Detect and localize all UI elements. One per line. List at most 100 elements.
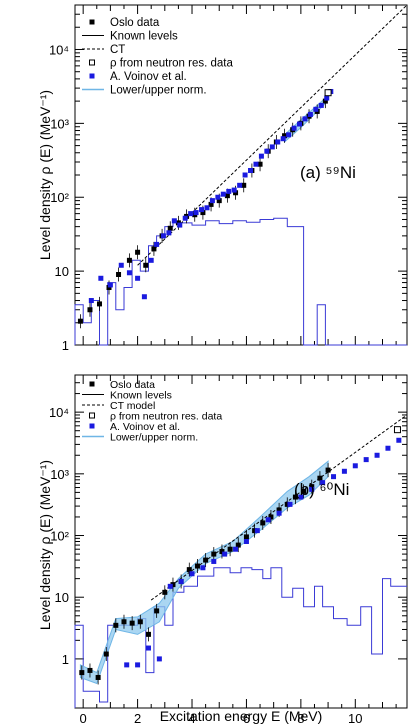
x-tick-label: 8 <box>297 711 304 726</box>
x-tick-label: 0 <box>80 711 87 726</box>
y-tick-label: 10² <box>50 190 69 205</box>
legend-label: Oslo data <box>110 17 160 29</box>
voinov-data-point <box>297 121 303 127</box>
x-axis-label: Excitation energy E (MeV) <box>160 708 323 724</box>
voinov-data-point <box>215 194 221 200</box>
legend-label: Known levels <box>110 31 178 43</box>
oslo-data-point <box>241 182 247 188</box>
ct-model-line <box>137 4 408 266</box>
legend-label: Known levels <box>110 390 172 402</box>
x-tick-label: 4 <box>188 711 195 726</box>
voinov-data-point <box>313 106 319 112</box>
voinov-data-point <box>269 144 275 150</box>
oslo-data-point <box>268 514 274 520</box>
oslo-data-point <box>276 507 282 513</box>
voinov-data-point <box>226 188 232 194</box>
y-tick-label: 10⁴ <box>49 405 69 420</box>
y-tick-label: 10² <box>50 529 69 544</box>
voinov-data-point <box>200 565 206 571</box>
legend-label: Oslo data <box>110 379 155 391</box>
oslo-data-point <box>95 674 101 680</box>
voinov-data-point <box>135 275 141 281</box>
voinov-data-point <box>204 205 210 211</box>
x-tick-label: 10 <box>348 711 362 726</box>
voinov-data-point <box>189 571 195 577</box>
oslo-data-point <box>219 549 225 555</box>
voinov-data-point <box>145 645 151 651</box>
voinov-data-point <box>265 517 271 523</box>
legend-label: Lower/upper norm. <box>110 432 198 444</box>
voinov-data-point <box>107 282 113 288</box>
oslo-data-point <box>129 620 135 626</box>
legend-label: A. Voinov et al. <box>110 421 180 433</box>
oslo-data-point <box>233 190 239 196</box>
legend-label: ρ from neutron res. data <box>110 411 222 423</box>
oslo-data-point <box>113 622 119 628</box>
oslo-data-point <box>121 619 127 625</box>
voinov-data-point <box>264 148 270 154</box>
oslo-data-point <box>96 301 102 307</box>
oslo-data-point <box>309 484 315 490</box>
voinov-data-point <box>220 191 226 197</box>
plot-frame <box>74 4 408 346</box>
voinov-data-point <box>374 452 380 458</box>
oslo-data-point <box>87 307 93 313</box>
legend-oslo-marker <box>89 381 95 387</box>
oslo-data-point <box>170 582 176 588</box>
voinov-data-point <box>243 539 249 544</box>
legend-label: Lower/upper norm. <box>110 85 207 97</box>
voinov-data-point <box>88 298 94 304</box>
y-axis-label: Level density ρ (E) (MeV⁻¹) <box>37 460 53 630</box>
oslo-data-point <box>257 161 263 167</box>
legend-label: CT <box>110 44 125 56</box>
voinov-data-point <box>171 218 177 224</box>
oslo-data-point <box>77 318 83 324</box>
oslo-data-point <box>143 262 149 268</box>
legend-neutron-marker <box>89 412 95 419</box>
oslo-data-point <box>211 551 217 557</box>
oslo-data-point <box>301 488 307 494</box>
x-tick-label: 2 <box>134 711 141 726</box>
y-tick-label: 10³ <box>50 467 69 482</box>
oslo-data-point <box>216 198 222 204</box>
voinov-data-point <box>148 257 154 263</box>
oslo-data-point <box>282 133 288 139</box>
voinov-data-point <box>98 275 104 281</box>
voinov-data-point <box>178 578 184 584</box>
voinov-data-point <box>156 656 162 662</box>
y-tick-label: 1 <box>62 338 69 353</box>
y-tick-label: 1 <box>62 652 69 667</box>
voinov-data-point <box>124 662 130 668</box>
panel-label: (b) ⁶⁰Ni <box>294 480 349 499</box>
y-axis-label: Level density ρ (E) (MeV⁻¹) <box>37 90 53 260</box>
voinov-data-point <box>222 551 228 557</box>
voinov-data-point <box>287 501 293 507</box>
legend-voinov-marker <box>89 423 95 429</box>
voinov-data-point <box>298 494 304 500</box>
oslo-data-point <box>194 563 200 569</box>
legend-label: A. Voinov et al. <box>110 71 187 83</box>
voinov-data-point <box>341 468 347 474</box>
voinov-data-point <box>302 116 308 122</box>
oslo-data-point <box>79 670 85 676</box>
oslo-data-point <box>126 257 132 263</box>
voinov-data-point <box>276 510 282 516</box>
y-tick-label: 10 <box>55 264 69 279</box>
legend-voinov-marker <box>89 73 95 79</box>
voinov-data-point <box>141 294 147 300</box>
oslo-data-point <box>106 285 112 291</box>
oslo-data-point <box>243 534 249 540</box>
voinov-data-point <box>160 233 166 239</box>
voinov-data-point <box>166 230 172 236</box>
neutron-resonance-point <box>393 426 401 434</box>
voinov-data-point <box>307 111 313 117</box>
voinov-data-point <box>258 153 264 159</box>
voinov-data-point <box>154 241 160 247</box>
y-tick-label: 10³ <box>50 116 69 131</box>
known-levels-histogram <box>74 567 407 708</box>
oslo-data-point <box>292 494 298 500</box>
oslo-data-point <box>203 557 209 563</box>
legend-label: CT model <box>110 400 155 412</box>
